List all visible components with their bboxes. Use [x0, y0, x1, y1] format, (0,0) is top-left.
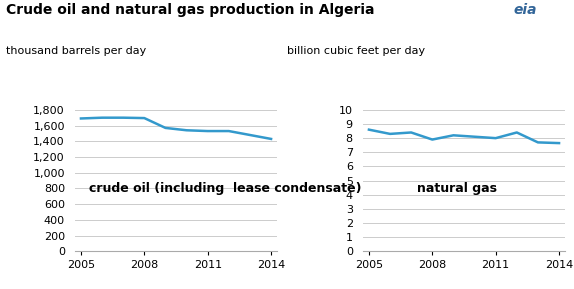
Text: crude oil (including  lease condensate): crude oil (including lease condensate) [89, 182, 361, 195]
Text: Crude oil and natural gas production in Algeria: Crude oil and natural gas production in … [6, 3, 374, 17]
Text: natural gas: natural gas [417, 182, 497, 195]
Text: eia: eia [514, 3, 537, 17]
Text: thousand barrels per day: thousand barrels per day [6, 46, 146, 56]
Text: billion cubic feet per day: billion cubic feet per day [287, 46, 425, 56]
